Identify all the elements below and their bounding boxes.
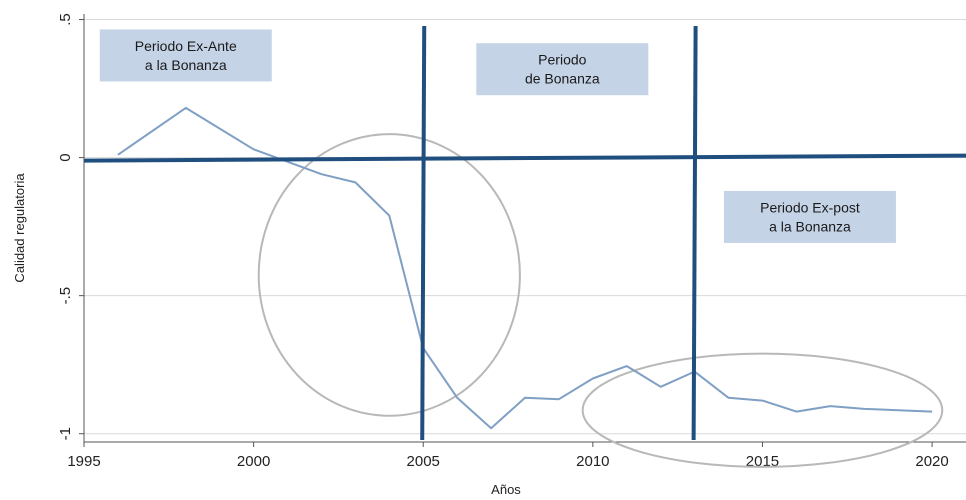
x-tick-label: 2005 [407, 453, 440, 470]
annotation-box: Periodo de Bonanza [476, 43, 649, 96]
annotation-background [476, 43, 649, 96]
annotation-text: a la Bonanza [769, 218, 851, 234]
reference-line-vertical [691, 25, 698, 441]
reference-lines [83, 25, 966, 441]
highlight-ellipses [257, 133, 944, 468]
y-axis-ticks: .5 0 -.5 -1 [57, 13, 84, 440]
x-axis-title: Años [491, 482, 521, 497]
reference-line-horizontal [83, 153, 966, 163]
annotation-text: Periodo [538, 52, 586, 68]
x-tick-label: 2010 [576, 453, 609, 470]
x-tick-label: 2015 [746, 453, 779, 470]
annotation-background [99, 29, 272, 82]
annotation-box: Periodo Ex-post a la Bonanza [723, 190, 896, 243]
highlight-ellipse [257, 133, 521, 417]
series-line [117, 106, 933, 430]
y-tick-label: 0 [57, 153, 74, 161]
x-tick-label: 2020 [915, 453, 948, 470]
reference-line-vertical [420, 25, 427, 441]
y-axis-title: Calidad regulatoria [12, 173, 27, 283]
series-layer [117, 106, 933, 430]
annotation-background [723, 190, 896, 243]
annotation-text: a la Bonanza [145, 57, 227, 73]
highlight-ellipse [581, 352, 944, 468]
y-tick-label: .5 [57, 13, 74, 26]
y-tick-label: -.5 [57, 287, 74, 305]
annotations: Periodo Ex-Ante a la Bonanza Periodo de Bon… [99, 29, 896, 243]
annotation-box: Periodo Ex-Ante a la Bonanza [99, 29, 272, 82]
y-tick-label: -1 [57, 427, 74, 440]
annotation-text: Periodo Ex-Ante [135, 38, 237, 54]
x-tick-label: 1995 [67, 453, 100, 470]
annotation-text: Periodo Ex-post [760, 199, 860, 215]
x-tick-label: 2000 [237, 453, 270, 470]
x-axis-ticks: 1995 2000 2005 2010 2015 2020 [67, 442, 949, 470]
annotation-text: de Bonanza [525, 71, 600, 87]
